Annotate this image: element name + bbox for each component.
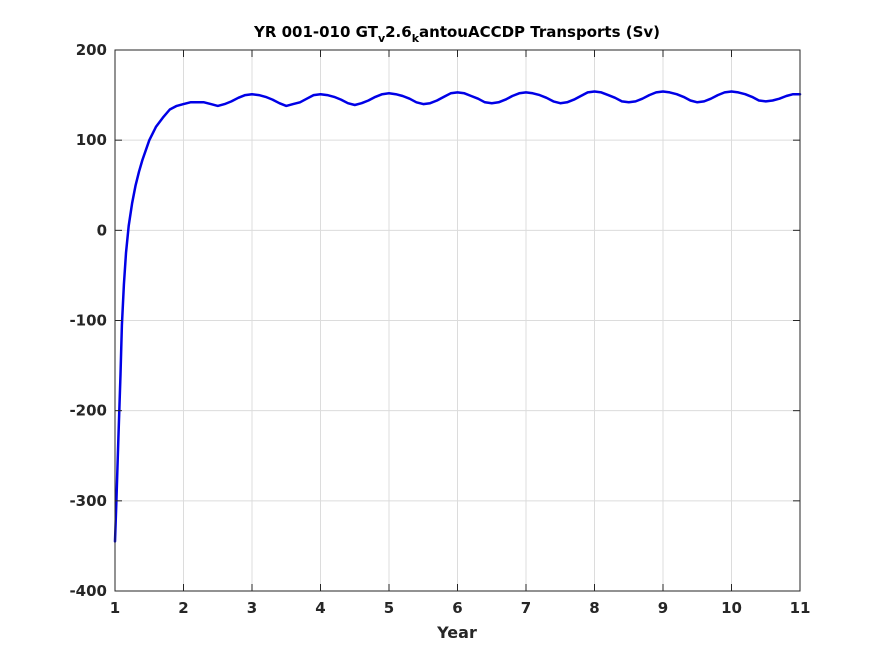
x-tick-label: 10 <box>721 599 742 617</box>
title-part-2: 2.6 <box>385 23 412 41</box>
x-tick-label: 2 <box>178 599 188 617</box>
x-tick-label: 3 <box>247 599 257 617</box>
y-tick-label: -300 <box>69 492 107 510</box>
tick-marks <box>114 49 801 592</box>
y-tick-label: 0 <box>97 221 107 239</box>
chart-title: YR 001-010 GTv2.6kantouACCDP Transports … <box>253 23 660 45</box>
title-part-3: antouACCDP Transports (Sv) <box>419 23 660 41</box>
title-subscript-1: v <box>378 32 386 45</box>
title-part-1: YR 001-010 GT <box>253 23 379 41</box>
title-subscript-2: k <box>412 32 420 45</box>
x-tick-label: 9 <box>658 599 668 617</box>
y-tick-labels: -400 -300 -200 -100 0 100 200 <box>69 41 107 600</box>
x-tick-label: 8 <box>589 599 599 617</box>
y-tick-label: -400 <box>69 582 107 600</box>
y-tick-label: 100 <box>76 131 107 149</box>
series-line <box>113 90 802 543</box>
y-tick-label: 200 <box>76 41 107 59</box>
series-layer <box>113 90 802 543</box>
x-tick-label: 6 <box>452 599 462 617</box>
x-tick-label: 11 <box>790 599 811 617</box>
x-axis-title: Year <box>436 623 477 642</box>
x-tick-label: 4 <box>315 599 325 617</box>
x-tick-label: 5 <box>384 599 394 617</box>
x-tick-labels: 1 2 3 4 5 6 7 8 9 10 11 <box>110 599 811 617</box>
x-tick-label: 1 <box>110 599 120 617</box>
y-tick-label: -100 <box>69 312 107 330</box>
grid <box>115 50 800 591</box>
x-tick-label: 7 <box>521 599 531 617</box>
y-tick-label: -200 <box>69 402 107 420</box>
